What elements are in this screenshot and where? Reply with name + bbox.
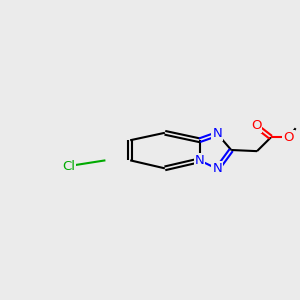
Text: N: N <box>212 128 222 140</box>
Text: Cl: Cl <box>62 160 75 172</box>
Text: O: O <box>284 131 294 144</box>
Text: N: N <box>195 154 204 167</box>
Text: N: N <box>212 162 222 176</box>
Text: O: O <box>251 119 261 132</box>
